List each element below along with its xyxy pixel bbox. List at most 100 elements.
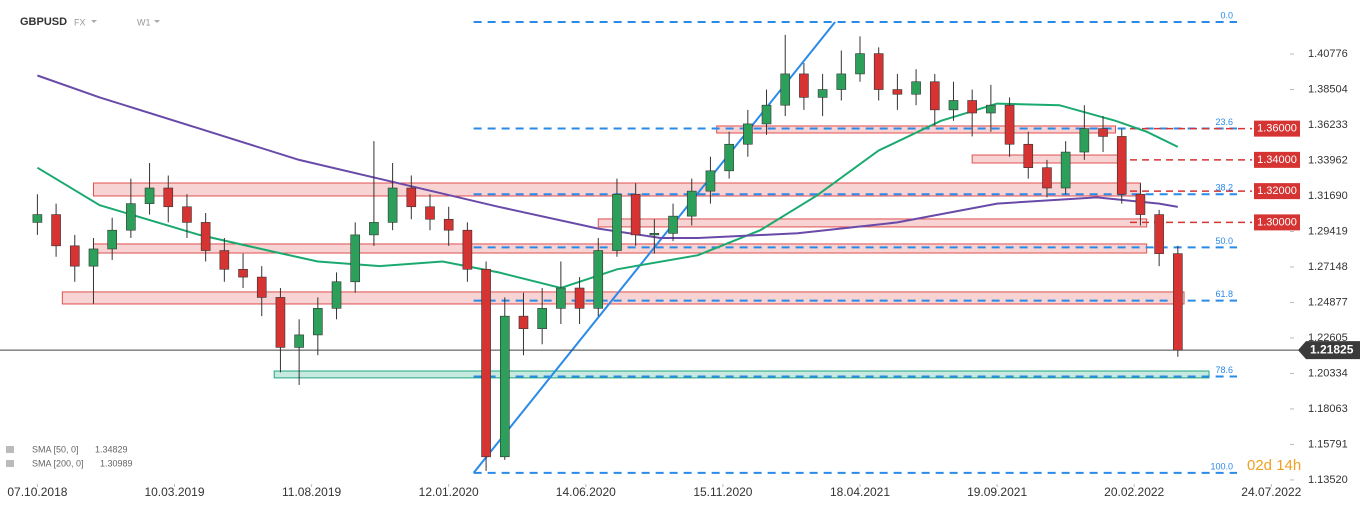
candle-body (275, 297, 286, 348)
y-tick-label: 1.27148 (1308, 261, 1348, 273)
countdown: 02d 14h (1247, 457, 1301, 474)
candle-body (1079, 128, 1090, 153)
candle-body (537, 308, 547, 329)
candle-body (1060, 151, 1071, 189)
legend-name: SMA [200, 0] (32, 458, 84, 468)
level-label-box (1254, 183, 1300, 200)
fib-ratio-label: 78.6 (1215, 365, 1233, 375)
fib-ratio-label: 0.0 (1220, 10, 1233, 20)
legend-name: SMA [50, 0] (32, 444, 79, 454)
current-price-box (1298, 341, 1360, 360)
candle-body (1023, 143, 1034, 168)
legend-value: 1.34829 (95, 444, 128, 454)
level-label: 1.36000 (1257, 123, 1297, 135)
candle-body (743, 123, 753, 145)
candle-body (331, 281, 342, 309)
x-tick-label: 14.06.2020 (556, 485, 616, 499)
x-tick-label: 12.01.2020 (419, 485, 479, 499)
candle-body (350, 234, 361, 283)
fib-ratio-label: 38.2 (1215, 183, 1233, 193)
y-tick-label: 1.31690 (1308, 190, 1348, 202)
zone (61, 291, 1185, 305)
candle-body (612, 193, 622, 251)
candle-body (369, 222, 379, 236)
dropdown-icon[interactable] (91, 20, 97, 23)
candle-body (986, 104, 996, 114)
candle-body (406, 187, 417, 208)
candle-body (855, 53, 865, 75)
candle-body (219, 250, 230, 270)
candle-body (144, 187, 155, 204)
candle-body (107, 229, 117, 250)
x-tick-label: 24.07.2022 (1241, 485, 1301, 499)
candle-body (1098, 128, 1108, 137)
candle-body (1042, 167, 1052, 189)
y-tick-label: 1.22605 (1308, 332, 1348, 344)
candle-body (238, 268, 248, 278)
candle-body (163, 187, 174, 208)
candle-body (1004, 104, 1015, 145)
candle-body (630, 193, 641, 236)
x-tick-label: 19.09.2021 (967, 485, 1027, 499)
candle-body (256, 276, 267, 298)
candle-body (462, 229, 473, 270)
candle-body (32, 214, 43, 223)
y-tick-label: 1.38504 (1308, 83, 1348, 95)
candle-body (387, 187, 398, 223)
fib-ratio-label: 50.0 (1215, 236, 1233, 246)
x-tick-label: 15.11.2020 (693, 485, 752, 499)
candle-body (649, 233, 660, 236)
candle-body (705, 170, 716, 192)
x-tick-label: 20.02.2022 (1104, 485, 1164, 499)
y-tick-label: 1.18063 (1308, 403, 1348, 415)
level-label: 1.34000 (1257, 154, 1297, 166)
candle-body (1173, 253, 1183, 351)
candle-body (499, 315, 510, 458)
candle-body (182, 206, 192, 223)
candle-body (724, 143, 734, 172)
dropdown-icon[interactable] (154, 20, 160, 23)
market[interactable]: FX (74, 17, 86, 27)
level-label-box (1254, 151, 1300, 168)
candle-body (780, 73, 791, 106)
level-label: 1.32000 (1257, 185, 1297, 197)
y-tick-label: 1.15791 (1308, 438, 1348, 450)
y-tick-label: 1.24877 (1308, 296, 1348, 308)
y-tick-label: 1.13520 (1308, 474, 1348, 486)
level-label-box (1254, 120, 1300, 137)
candle-body (593, 250, 604, 309)
candle-body (313, 308, 323, 336)
x-tick-label: 07.10.2018 (7, 485, 67, 499)
y-tick-label: 1.40776 (1308, 48, 1348, 60)
candle-body (294, 334, 304, 348)
candle-body (967, 100, 977, 114)
fib-ratio-label: 100.0 (1210, 461, 1233, 471)
labels: 1.40776 1.38504 1.36233 1.33962 1.31690 1.294… (6, 10, 1360, 499)
candle-body (948, 100, 959, 111)
candle-body (556, 287, 566, 309)
candle-body (574, 287, 585, 309)
symbol[interactable]: GBPUSD (20, 16, 67, 28)
candle-body (836, 73, 847, 90)
candle-body (686, 190, 697, 217)
x-tick-label: 11.08.2019 (282, 485, 341, 499)
x-tick-label: 18.04.2021 (830, 485, 890, 499)
legend-value: 1.30989 (100, 458, 133, 468)
candle-body (518, 315, 529, 329)
candle-body (51, 214, 61, 247)
candle-body (668, 215, 678, 234)
legend-icon (6, 446, 14, 453)
candles (32, 34, 1183, 471)
candle-body (892, 89, 903, 95)
candle-body (1116, 136, 1127, 195)
candle-body (200, 222, 211, 251)
candle-body (481, 268, 491, 458)
candle-body (425, 206, 435, 220)
interval[interactable]: W1 (137, 17, 151, 27)
y-tick-label: 1.20334 (1308, 367, 1348, 379)
zone (273, 370, 1210, 379)
candle-body (69, 245, 80, 267)
y-tick-label: 1.36233 (1308, 119, 1348, 131)
candle-body (911, 81, 921, 95)
